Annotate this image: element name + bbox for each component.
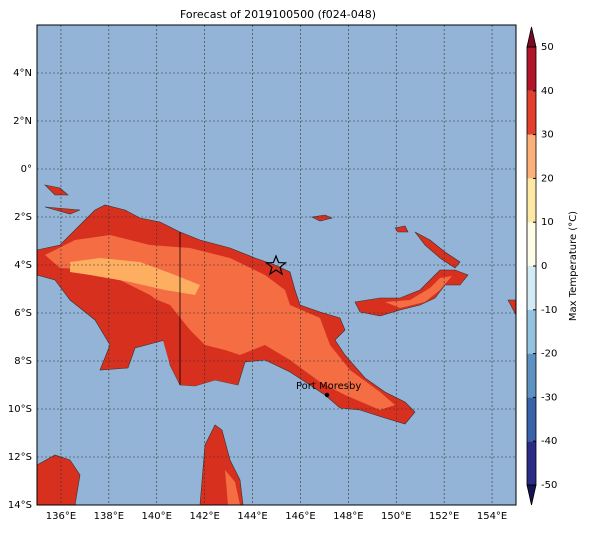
colorbar-segment [527, 47, 536, 91]
colorbar-segment [527, 441, 536, 485]
map-title: Forecast of 2019100500 (f024-048) [180, 8, 376, 21]
y-tick-label: 6°S [14, 308, 32, 319]
star-marker [264, 254, 288, 276]
colorbar-segment [527, 309, 536, 354]
colorbar-tick-label: -50 [541, 480, 557, 491]
colorbar-segment [527, 222, 536, 266]
colorbar-segment [527, 397, 536, 442]
x-tick-label: 152°E [429, 511, 459, 522]
x-tick-label: 138°E [94, 511, 124, 522]
colorbar: -50 -40 -30 -20 -10 0 10 20 30 40 50 [526, 26, 557, 506]
y-tick-label: 2°N [13, 116, 32, 127]
x-tick-label: 136°E [46, 511, 76, 522]
x-tick-label: 154°E [477, 511, 507, 522]
y-tick-label: 10°S [8, 404, 32, 415]
y-tick-label: 12°S [8, 452, 32, 463]
colorbar-tick-label: -40 [541, 436, 557, 447]
grid [37, 25, 516, 506]
map-frame [36, 24, 517, 506]
colorbar-tick-label: 10 [541, 217, 554, 228]
x-tick-label: 146°E [285, 511, 315, 522]
x-tick-label: 148°E [333, 511, 363, 522]
y-tick-label: 2°S [14, 212, 32, 223]
x-tick-label: 144°E [237, 511, 267, 522]
colorbar-segment [527, 134, 536, 179]
city-dot [324, 392, 330, 398]
land [36, 184, 517, 506]
x-tick-label: 140°E [142, 511, 172, 522]
y-tick-label: 4°N [13, 68, 32, 79]
colorbar-segment [527, 353, 536, 398]
colorbar-segment [527, 178, 536, 223]
colorbar-extend [526, 26, 537, 48]
x-tick-label: 150°E [381, 511, 411, 522]
colorbar-tick-label: 30 [541, 130, 554, 141]
y-tick-label: 14°S [8, 500, 32, 511]
y-tick-label: 8°S [14, 356, 32, 367]
y-tick-label: 4°S [14, 260, 32, 271]
colorbar-tick-label: 0 [541, 261, 547, 272]
colorbar-tick-label: 20 [541, 173, 554, 184]
colorbar-segment [527, 266, 536, 310]
city-label: Port Moresby [296, 381, 361, 392]
y-tick-label: 0° [21, 164, 32, 175]
colorbar-segment [527, 90, 536, 135]
colorbar-tick-label: 50 [541, 42, 554, 53]
colorbar-tick-label: -10 [541, 305, 557, 316]
colorbar-tick-label: -20 [541, 349, 557, 360]
colorbar-extend [526, 484, 537, 506]
colorbar-tick-label: 40 [541, 86, 554, 97]
colorbar-tick-label: -30 [541, 392, 557, 403]
x-tick-label: 142°E [189, 511, 219, 522]
colorbar-label: Max Temperature (°C) [568, 211, 579, 321]
